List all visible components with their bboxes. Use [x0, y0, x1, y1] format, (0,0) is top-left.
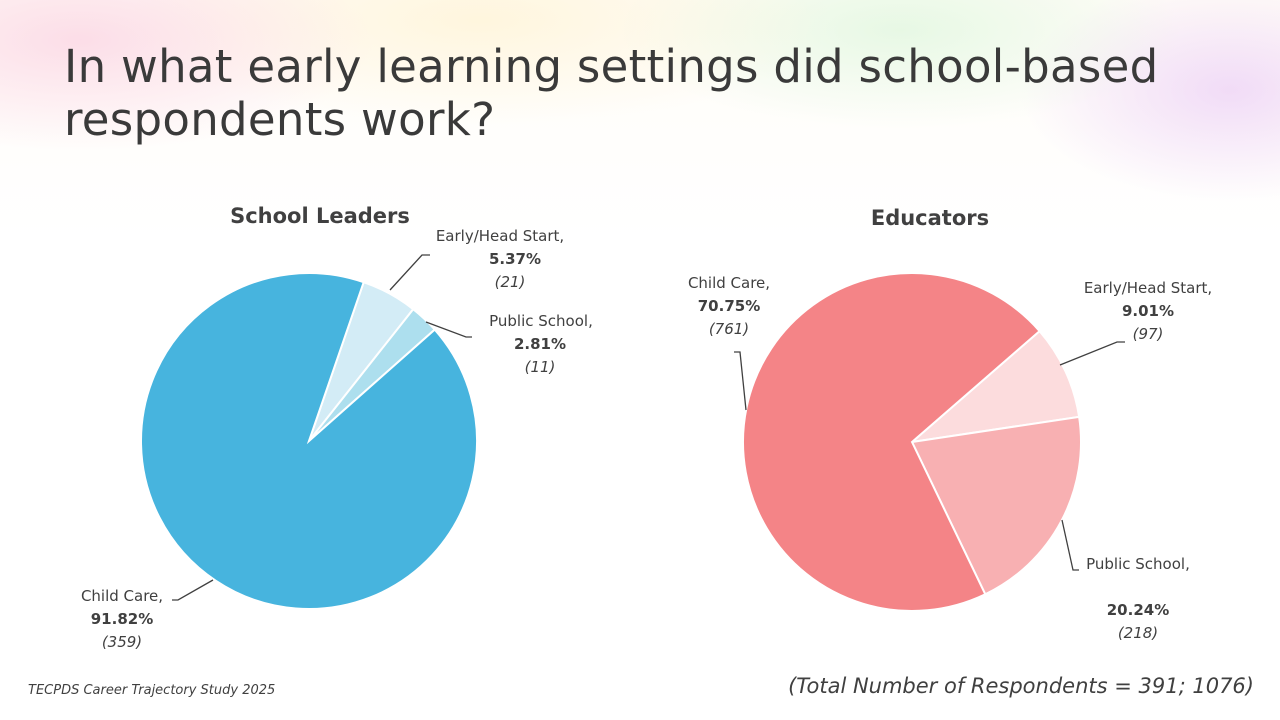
svg-text:Public School,: Public School, — [489, 312, 593, 330]
data-label-early-head-start: Early/Head Start, 9.01% (97) — [1084, 279, 1212, 343]
slide-title: In what early learning settings did scho… — [64, 40, 1159, 146]
leader-line — [172, 579, 214, 601]
svg-text:9.01%: 9.01% — [1122, 302, 1174, 320]
pie-slice-child-care — [742, 272, 1041, 612]
chart-title-school-leaders: School Leaders — [230, 204, 410, 228]
data-label-child-care: Child Care, 70.75% (761) — [688, 274, 770, 338]
svg-text:(21): (21) — [495, 273, 526, 291]
data-label-early-head-start: Early/Head Start, 5.37% (21) — [436, 227, 564, 291]
svg-text:91.82%: 91.82% — [91, 610, 153, 628]
leader-line — [1061, 519, 1079, 571]
pie-slice-child-care — [140, 272, 478, 610]
chart-title-educators: Educators — [871, 206, 989, 230]
data-label-public-school: Public School, 2.81% (11) — [489, 312, 593, 376]
svg-text:(11): (11) — [525, 358, 556, 376]
svg-text:20.24%: 20.24% — [1107, 601, 1169, 619]
leader-line — [389, 254, 430, 291]
pie-slice-early-head-start — [908, 329, 1081, 444]
svg-text:Child Care,: Child Care, — [688, 274, 770, 292]
svg-text:5.37%: 5.37% — [489, 250, 541, 268]
svg-text:Child Care,: Child Care, — [81, 587, 163, 605]
pie-slice-public-school — [910, 415, 1082, 596]
svg-text:2.81%: 2.81% — [514, 335, 566, 353]
data-label-public-school: Public School, 20.24% (218) — [1086, 555, 1190, 642]
leader-line — [425, 321, 472, 338]
source-note: TECPDS Career Trajectory Study 2025 — [28, 683, 276, 698]
svg-text:Early/Head Start,: Early/Head Start, — [436, 227, 564, 245]
data-label-child-care: Child Care, 91.82% (359) — [81, 587, 163, 651]
svg-text:70.75%: 70.75% — [698, 297, 760, 315]
pie-educators — [742, 272, 1082, 612]
total-respondents-note: (Total Number of Respondents = 391; 1076… — [788, 674, 1254, 698]
svg-text:(359): (359) — [102, 633, 142, 651]
svg-text:(97): (97) — [1133, 325, 1164, 343]
pie-school-leaders — [140, 272, 478, 610]
svg-text:(761): (761) — [709, 320, 749, 338]
leader-line — [734, 351, 747, 411]
leader-line — [1059, 341, 1125, 366]
svg-text:Public School,: Public School, — [1086, 555, 1190, 573]
svg-text:(218): (218) — [1118, 624, 1158, 642]
svg-text:Early/Head Start,: Early/Head Start, — [1084, 279, 1212, 297]
